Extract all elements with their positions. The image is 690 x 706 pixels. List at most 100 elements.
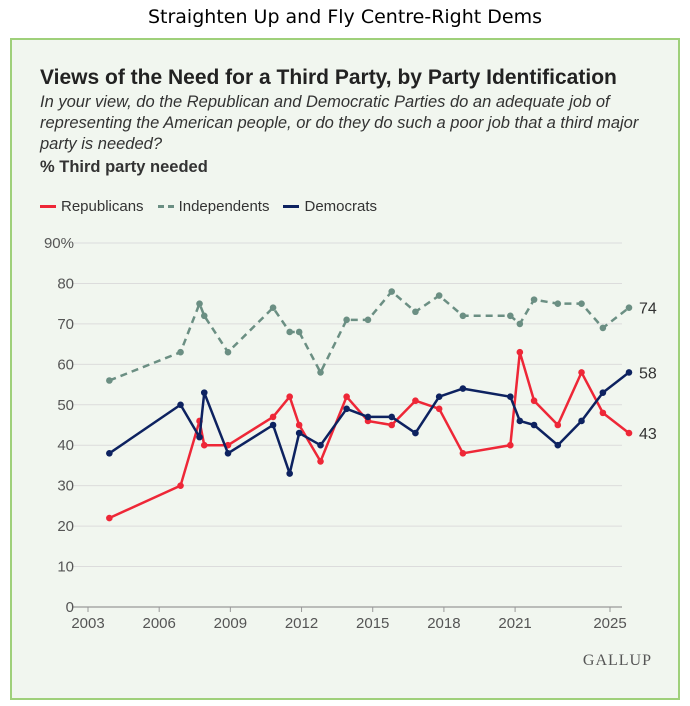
x-tick-label: 2018	[427, 615, 460, 632]
data-point	[516, 417, 524, 425]
x-tick-label: 2021	[498, 615, 531, 632]
data-point	[599, 389, 607, 396]
data-point	[388, 421, 396, 429]
series-line-republicans	[108, 350, 630, 520]
data-point	[106, 450, 113, 457]
data-point	[516, 320, 524, 328]
data-point	[343, 393, 350, 400]
y-tick-label: 60	[57, 356, 74, 373]
legend: Republicans Independents Democrats	[40, 198, 377, 215]
y-tick-label: 0	[66, 599, 74, 616]
y-tick-label: 20	[57, 518, 74, 535]
y-tick-label: 10	[57, 559, 74, 576]
plot-area: 0 10 20 30 40 50 60 70 80 90% 2003 2006 2009 2012 2015…	[44, 235, 657, 632]
chart-card: Views of the Need for a Third Party, by …	[10, 38, 680, 700]
y-tick-label: 30	[57, 478, 74, 495]
data-point	[507, 312, 514, 320]
legend-label: Independents	[178, 198, 270, 215]
data-point	[599, 409, 607, 417]
data-point	[625, 304, 633, 312]
data-point	[200, 389, 208, 396]
data-point	[196, 300, 203, 307]
data-point	[554, 421, 562, 429]
y-tick-label: 80	[57, 275, 74, 292]
page-title: Straighten Up and Fly Centre-Right Dems	[147, 6, 543, 28]
data-point	[625, 369, 633, 376]
data-point	[317, 441, 324, 449]
data-point	[578, 369, 585, 376]
x-tick-label: 2015	[356, 615, 389, 632]
data-point	[286, 328, 293, 336]
data-point	[269, 413, 277, 421]
data-point	[200, 312, 208, 320]
series-line-independents	[108, 290, 630, 382]
legend-item: Democrats	[283, 198, 377, 215]
data-point	[106, 377, 113, 384]
data-point	[516, 348, 524, 356]
data-point	[459, 385, 467, 392]
x-tick-label: 2003	[71, 615, 104, 632]
data-point	[269, 421, 277, 429]
data-point	[224, 348, 232, 356]
legend-label: Republicans	[61, 198, 144, 215]
y-tick-label: 90%	[44, 235, 74, 252]
data-point	[364, 413, 372, 421]
data-point	[507, 441, 514, 449]
data-point	[177, 348, 184, 356]
data-point	[286, 470, 293, 477]
gallup-logo: GALLUP	[582, 652, 652, 669]
data-point	[224, 450, 232, 457]
data-point	[106, 514, 113, 522]
data-point	[412, 429, 419, 437]
chart-title: Views of the Need for a Third Party, by …	[40, 66, 617, 89]
data-point	[435, 393, 443, 400]
data-point	[530, 296, 538, 303]
data-point	[530, 421, 538, 429]
data-point	[269, 304, 277, 312]
data-point	[196, 433, 203, 441]
data-point	[388, 288, 396, 295]
data-point	[530, 397, 538, 405]
data-point	[295, 429, 303, 437]
data-point	[295, 328, 303, 336]
data-point	[554, 300, 562, 307]
data-point	[412, 308, 419, 316]
data-point	[317, 458, 324, 465]
x-tick-label: 2006	[142, 615, 175, 632]
data-point	[578, 300, 585, 307]
data-point	[364, 316, 372, 324]
legend-swatch	[283, 205, 300, 208]
y-tick-label: 70	[57, 316, 74, 333]
data-point	[388, 413, 396, 421]
data-point	[554, 441, 562, 449]
data-point	[599, 324, 607, 332]
x-tick-label: 2012	[285, 615, 318, 632]
data-point	[343, 316, 350, 324]
data-point	[286, 393, 293, 400]
data-point	[578, 417, 585, 425]
data-point	[435, 292, 443, 299]
data-point	[507, 393, 514, 400]
data-point	[625, 429, 633, 437]
data-point	[343, 405, 350, 413]
end-label: 74	[639, 301, 657, 318]
end-label: 43	[639, 426, 657, 443]
y-tick-label: 40	[57, 437, 74, 454]
data-point	[317, 369, 324, 376]
data-point	[177, 482, 184, 489]
legend-swatch	[157, 205, 174, 208]
chart-subtitle: In your view, do the Republican and Demo…	[40, 93, 639, 153]
y-tick-label: 50	[57, 397, 74, 414]
legend-item: Republicans	[40, 198, 144, 215]
legend-swatch	[40, 205, 56, 208]
data-point	[177, 401, 184, 409]
y-axis-label: % Third party needed	[40, 158, 208, 176]
end-label: 58	[639, 365, 657, 382]
data-point	[435, 405, 443, 413]
x-tick-label: 2009	[214, 615, 247, 632]
data-point	[200, 441, 208, 449]
legend-label: Democrats	[304, 198, 378, 215]
data-point	[295, 421, 303, 429]
data-point	[412, 397, 419, 405]
data-point	[459, 312, 467, 320]
